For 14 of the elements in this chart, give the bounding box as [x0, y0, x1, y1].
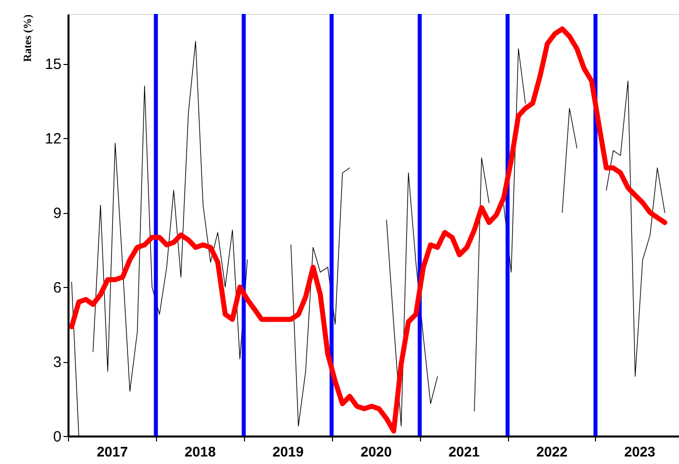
x-tick-label: 2018: [184, 444, 216, 460]
x-tick-label: 2019: [272, 444, 304, 460]
y-tick-label: 6: [53, 280, 62, 297]
x-tick-label: 2021: [448, 444, 480, 460]
y-axis-title: Rates (%): [22, 14, 34, 62]
y-tick-label: 0: [53, 428, 62, 446]
y-tick-label: 15: [44, 56, 62, 74]
x-tick-label: 2022: [536, 444, 568, 460]
x-tick-label: 2020: [360, 444, 392, 460]
y-tick-label: 3: [53, 354, 62, 372]
x-tick-label: 2017: [96, 444, 128, 460]
y-tick-label: 9: [53, 205, 62, 222]
y-tick-label: 12: [44, 130, 62, 148]
x-tick-label: 2023: [624, 444, 656, 460]
